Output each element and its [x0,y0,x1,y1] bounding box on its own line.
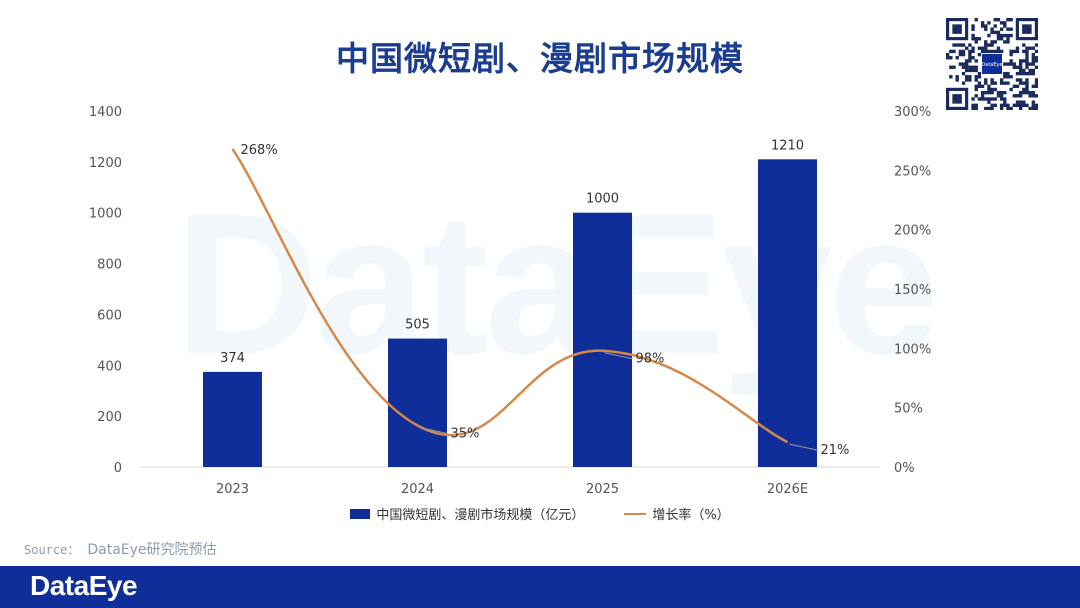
source-text: DataEye研究院预估 [87,542,217,558]
x-tick-label: 2024 [401,482,434,497]
y-right-tick-label: 200% [894,224,931,239]
bar [573,212,632,467]
bar [203,371,262,467]
legend-swatch-line [624,512,647,515]
legend-label-line: 增长率（%） [652,508,730,523]
y-right-tick-label: 50% [894,402,923,417]
legend: 中国微短剧、漫剧市场规模（亿元） 增长率（%） [0,504,1080,523]
legend-item-bar: 中国微短剧、漫剧市场规模（亿元） [350,504,584,523]
label-leader-line [604,352,633,360]
legend-label-bar: 中国微短剧、漫剧市场规模（亿元） [376,508,585,523]
x-tick-label: 2025 [586,482,619,497]
y-left-tick-label: 600 [97,308,122,323]
x-tick-label: 2026E [767,482,808,497]
bar-data-label: 374 [220,351,245,366]
label-leader-line [419,426,448,434]
source-note: Source： DataEye研究院预估 [24,539,217,559]
y-right-tick-label: 300% [894,105,931,120]
bar [758,159,817,468]
line-data-label: 98% [636,352,665,367]
qr-center-label: DataEye [981,62,1002,68]
bar-data-label: 1000 [586,192,619,207]
bar-data-label: 505 [405,318,430,333]
bar [388,338,447,467]
footer-logo: DataEye [30,570,138,601]
bar-data-label: 1210 [771,138,804,153]
y-left-tick-label: 1200 [89,156,122,171]
line-data-label: 268% [241,143,278,158]
x-tick-label: 2023 [216,482,249,497]
y-right-tick-label: 150% [894,283,931,298]
footer-band [0,566,1080,608]
y-left-tick-label: 1400 [89,105,122,120]
line-data-label: 21% [821,443,850,458]
legend-swatch-bar [350,508,371,519]
y-left-tick-label: 0 [114,461,122,476]
legend-item-line: 增长率（%） [624,504,730,523]
line-data-label: 35% [451,426,480,441]
y-right-tick-label: 100% [894,342,931,357]
chart-title: 中国微短剧、漫剧市场规模 [336,39,744,78]
y-left-tick-label: 200 [97,410,122,425]
y-right-tick-label: 0% [894,461,915,476]
label-leader-line [789,443,818,451]
growth-rate-line [231,148,789,444]
y-left-tick-label: 1000 [89,207,122,222]
source-prefix: Source： [24,543,80,557]
y-left-tick-label: 400 [97,359,122,374]
qr-code-icon: DataEye [946,18,1038,110]
y-right-tick-label: 250% [894,164,931,179]
y-left-tick-label: 800 [97,258,122,273]
